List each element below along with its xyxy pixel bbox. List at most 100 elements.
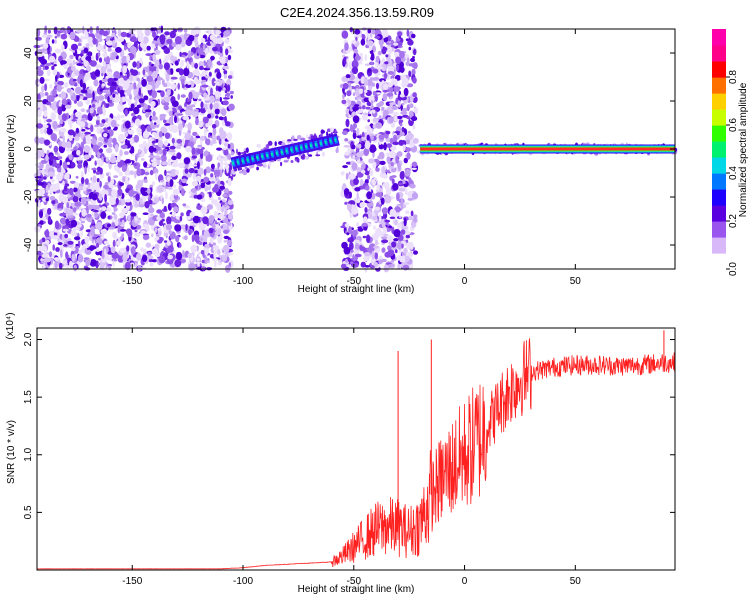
noise-speck — [390, 168, 397, 173]
noise-speck — [181, 84, 185, 89]
noise-speck — [110, 246, 116, 254]
figure-title: C2E4.2024.356.13.59.R09 — [280, 5, 434, 20]
noise-speck — [372, 68, 379, 74]
noise-speck — [71, 247, 76, 252]
noise-speck — [194, 79, 202, 85]
noise-speck — [399, 131, 405, 136]
noise-speck — [72, 207, 77, 213]
noise-speck — [37, 109, 42, 118]
noise-speck — [119, 97, 123, 106]
noise-speck — [361, 223, 368, 227]
noise-speck — [382, 89, 388, 93]
noise-speck — [102, 89, 109, 94]
noise-speck — [144, 171, 150, 176]
spectrogram-region — [228, 127, 343, 177]
noise-speck — [207, 113, 212, 119]
noise-speck — [60, 249, 63, 259]
noise-speck — [91, 167, 97, 171]
noise-speck — [133, 82, 137, 90]
noise-speck — [152, 31, 157, 38]
noise-speck — [197, 263, 200, 267]
noise-speck — [218, 165, 223, 171]
noise-speck — [46, 62, 52, 67]
noise-speck — [45, 239, 50, 245]
noise-speck — [391, 178, 395, 185]
noise-speck — [193, 101, 197, 105]
noise-speck — [344, 138, 349, 142]
noise-speck — [406, 139, 410, 145]
noise-speck — [413, 250, 418, 255]
noise-speck — [370, 31, 373, 39]
snr-y-tick-label: 1.5 — [23, 390, 34, 404]
noise-speck — [340, 225, 346, 229]
noise-speck — [196, 148, 204, 154]
noise-speck — [186, 60, 190, 69]
noise-speck — [163, 140, 169, 147]
noise-speck — [96, 98, 100, 104]
noise-speck — [129, 221, 133, 226]
noise-speck — [178, 105, 182, 111]
noise-speck — [217, 196, 221, 201]
noise-speck — [103, 144, 108, 148]
noise-speck — [46, 69, 51, 77]
noise-speck — [228, 153, 232, 161]
noise-speck — [130, 212, 137, 217]
noise-speck — [217, 86, 222, 92]
noise-speck — [138, 87, 142, 96]
noise-speck — [354, 104, 360, 107]
noise-speck — [158, 220, 164, 227]
noise-speck — [370, 52, 375, 61]
noise-speck — [200, 37, 206, 43]
snr-panel: -150 -100 -50 0 50 0.5 1.0 1.5 2.0 Height of str… — [5, 312, 676, 595]
noise-speck — [376, 72, 381, 76]
noise-speck — [80, 132, 85, 140]
noise-speck — [162, 102, 170, 106]
noise-speck — [191, 188, 197, 193]
noise-speck — [196, 258, 201, 261]
noise-speck — [63, 63, 68, 70]
noise-speck — [152, 110, 156, 118]
noise-speck — [137, 265, 142, 272]
colorbar-tick-label: 0.4 — [728, 166, 739, 180]
noise-speck — [208, 71, 212, 77]
noise-speck — [45, 234, 50, 238]
noise-speck — [59, 217, 67, 225]
noise-speck — [133, 232, 140, 237]
spectrogram-y-tick-label: 20 — [23, 95, 34, 107]
noise-speck — [170, 68, 174, 75]
noise-speck — [128, 31, 134, 34]
colorbar-segment — [712, 189, 726, 206]
noise-speck — [384, 61, 389, 65]
noise-speck — [205, 123, 209, 128]
noise-speck — [178, 123, 183, 131]
noise-speck — [82, 82, 87, 90]
noise-speck — [403, 157, 408, 164]
noise-speck — [372, 161, 377, 169]
noise-speck — [57, 80, 64, 86]
noise-speck — [79, 57, 82, 64]
noise-speck — [224, 142, 228, 147]
noise-speck — [386, 143, 393, 148]
noise-speck — [95, 248, 100, 252]
noise-speck — [400, 103, 404, 112]
noise-speck — [214, 259, 217, 268]
noise-speck — [87, 51, 93, 57]
noise-speck — [204, 256, 208, 265]
noise-speck — [215, 90, 222, 98]
noise-speck — [51, 65, 55, 71]
noise-speck — [68, 154, 73, 161]
noise-speck — [130, 68, 134, 74]
noise-speck — [119, 236, 123, 241]
noise-speck — [167, 245, 174, 253]
noise-speck — [218, 202, 222, 211]
noise-speck — [187, 122, 192, 131]
noise-speck — [406, 57, 410, 66]
noise-speck — [57, 208, 63, 211]
noise-speck — [399, 171, 405, 180]
noise-speck — [229, 90, 234, 95]
noise-speck — [69, 31, 76, 40]
noise-speck — [393, 115, 398, 122]
noise-speck — [215, 29, 220, 36]
noise-speck — [197, 144, 203, 148]
noise-speck — [223, 73, 228, 79]
